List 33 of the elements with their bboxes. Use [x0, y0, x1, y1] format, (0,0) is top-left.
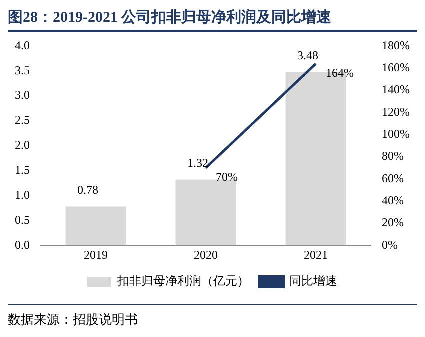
y2-tick-label: 140% [382, 82, 410, 97]
x-tick-label: 2019 [84, 248, 108, 262]
y-tick-label: 4.0 [15, 38, 30, 52]
legend-label: 扣非归母净利润（亿元） [116, 274, 250, 288]
y-tick-label: 3.5 [15, 63, 30, 78]
y-tick-label: 1.5 [15, 162, 30, 177]
y2-tick-label: 120% [382, 104, 410, 119]
legend-label: 同比增速 [290, 274, 338, 288]
y2-tick-label: 60% [382, 171, 404, 186]
data-label: 3.48 [298, 48, 319, 62]
y-tick-label: 3.0 [15, 88, 30, 102]
y2-tick-label: 100% [382, 126, 410, 141]
y2-tick-label: 0% [382, 238, 398, 252]
data-label: 164% [326, 66, 354, 80]
y2-tick-label: 180% [382, 38, 410, 52]
data-label: 70% [216, 170, 238, 184]
y2-tick-label: 40% [382, 193, 404, 208]
y-tick-label: 2.5 [15, 113, 30, 128]
data-label: 1.32 [188, 156, 208, 170]
source-note: 数据来源：招股说明书 [8, 311, 139, 329]
chart-title: 图28：2019-2021 公司扣非归母净利润及同比增速 [8, 8, 417, 32]
y-tick-label: 1.0 [15, 188, 30, 202]
y2-tick-label: 80% [382, 149, 404, 164]
bar [66, 206, 126, 246]
data-label: 0.78 [78, 182, 98, 197]
y2-tick-label: 20% [382, 216, 404, 230]
y-tick-label: 0.5 [15, 212, 30, 227]
y-tick-label: 0.0 [15, 238, 30, 252]
y-tick-label: 2.0 [15, 138, 30, 152]
y2-tick-label: 160% [382, 60, 410, 75]
x-tick-label: 2020 [194, 248, 218, 262]
bar [176, 180, 236, 246]
x-tick-label: 2021 [304, 248, 328, 262]
